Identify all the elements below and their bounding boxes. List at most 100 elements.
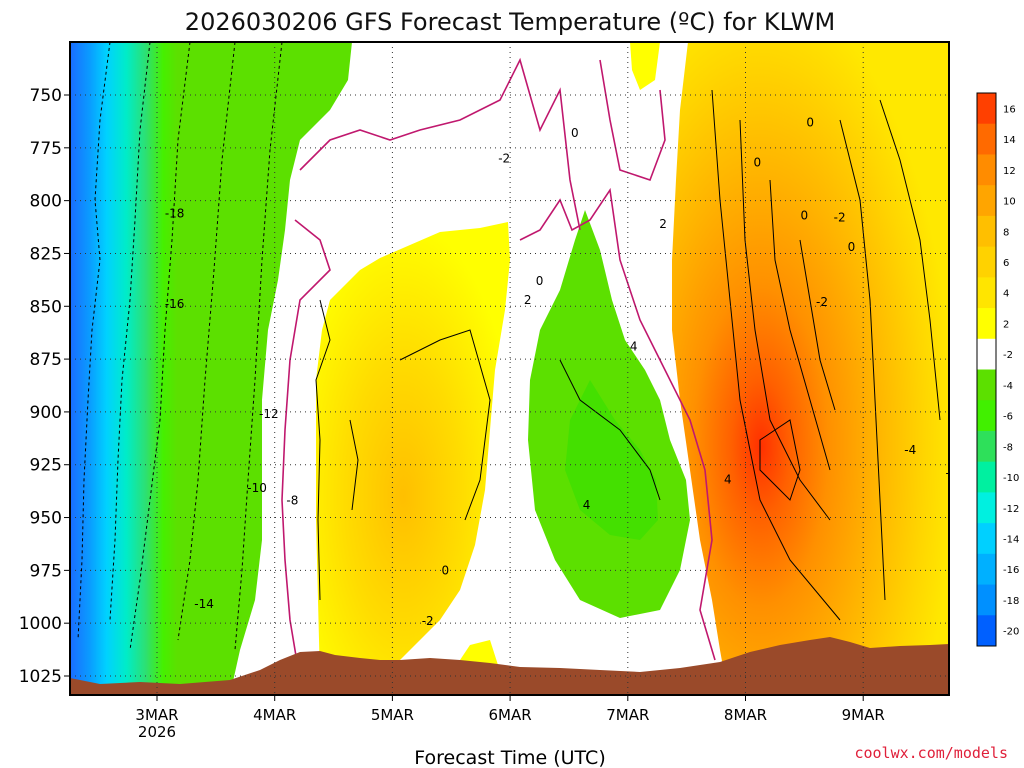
- contour-label: 6: [1018, 126, 1024, 140]
- contour-label: -2: [498, 151, 510, 165]
- above-freezing-region-1: [316, 222, 510, 680]
- plot-area: -18-16-12-10-8-14-20-20022444000-20-2-4-…: [70, 42, 1024, 695]
- contour-labels: -18-16-12-10-8-14-20-20022444000-20-2-4-…: [165, 115, 1024, 628]
- colorbar-label: 12: [1003, 166, 1016, 177]
- contour-label: 4: [630, 339, 638, 353]
- y-tick-label: 825: [30, 244, 62, 264]
- colorbar-swatch: [977, 523, 996, 555]
- colorbar-label: -8: [1003, 442, 1013, 453]
- contour-label: 0: [848, 240, 856, 254]
- x-tick-label: 5MAR: [371, 706, 414, 724]
- contour-label: -18: [165, 206, 185, 220]
- colorbar-swatch: [977, 615, 996, 647]
- y-tick-label: 900: [30, 403, 62, 423]
- colorbar-label: 4: [1003, 289, 1009, 300]
- credit-link[interactable]: coolwx.com/models: [854, 744, 1008, 762]
- colorbar-label: -6: [1003, 412, 1013, 423]
- x-tick-sublabel: 2026: [138, 723, 176, 741]
- colorbar-label: -4: [1003, 381, 1013, 392]
- colorbar-legend: 16 14 12 10 8 6 4 2 -2 -4 -6 -8 -10 -12 -14 -16 -18 -20: [976, 92, 1019, 647]
- y-tick-label: 925: [30, 456, 62, 476]
- colorbar-swatch: [977, 93, 996, 125]
- contour-label: -10: [247, 481, 267, 495]
- colorbar-label: 14: [1003, 135, 1016, 146]
- above-freezing-patch: [630, 42, 660, 90]
- colorbar-label: 8: [1003, 227, 1009, 238]
- colorbar-swatch: [977, 492, 996, 524]
- contour-label: -4: [904, 443, 916, 457]
- y-tick-label: 950: [30, 509, 62, 529]
- colorbar-swatch: [977, 369, 996, 401]
- contour-label: 4: [724, 473, 732, 487]
- colorbar-swatch: [977, 246, 996, 278]
- contour-label: 0: [954, 439, 962, 453]
- warm-region: [672, 42, 949, 695]
- colorbar-swatch: [977, 400, 996, 432]
- below-freezing-core-2: [565, 380, 658, 540]
- x-tick-label: 7MAR: [606, 706, 649, 724]
- colorbar-label: -14: [1003, 534, 1019, 545]
- x-tick-label: 8MAR: [724, 706, 767, 724]
- colorbar-label: -20: [1003, 627, 1019, 638]
- y-axis: 750 775 800 825 850 875 900 925 950 975 1000 1025: [19, 86, 70, 687]
- contour-label: -14: [194, 597, 214, 611]
- colorbar-swatch: [977, 123, 996, 155]
- x-tick-label: 3MAR: [135, 706, 178, 724]
- y-tick-label: 1000: [19, 614, 62, 634]
- y-tick-label: 975: [30, 561, 62, 581]
- contour-label: -12: [259, 407, 279, 421]
- contour-lines: [77, 42, 941, 681]
- contour-label: 0: [442, 563, 450, 577]
- colorbar-label: -10: [1003, 473, 1019, 484]
- colorbar-swatch: [977, 338, 996, 370]
- colorbar-frame: [976, 92, 997, 647]
- contour-label: 0: [536, 274, 544, 288]
- terrain: [70, 637, 949, 695]
- colorbar-label: 6: [1003, 258, 1009, 269]
- colorbar-swatch: [977, 308, 996, 340]
- contour-label: 0: [801, 208, 809, 222]
- colorbar-swatch: [977, 553, 996, 586]
- contour-label: 0: [806, 115, 814, 129]
- colorbar-swatch: [977, 215, 996, 248]
- x-tick-label: 9MAR: [842, 706, 885, 724]
- colorbar-swatch: [977, 461, 996, 493]
- colorbar-label: 16: [1003, 104, 1016, 115]
- colorbar-label: -16: [1003, 565, 1019, 576]
- contour-label: -2: [816, 295, 828, 309]
- contour-label: -2: [834, 211, 846, 225]
- colorbar-label: -2: [1003, 350, 1013, 361]
- colorbar-swatch: [977, 185, 996, 217]
- colorbar-swatch: [977, 584, 996, 616]
- contour-label: 4: [583, 498, 591, 512]
- x-tick-label: 6MAR: [489, 706, 532, 724]
- colorbar-label: 2: [1003, 319, 1009, 330]
- y-tick-label: 1025: [19, 667, 62, 687]
- contour-label: -8: [286, 494, 298, 508]
- y-tick-label: 775: [30, 139, 62, 159]
- y-tick-label: 800: [30, 192, 62, 212]
- colorbar-swatch: [977, 430, 996, 463]
- plot-frame: [69, 41, 950, 696]
- colorbar-swatch: [977, 154, 996, 186]
- contour-label: 0: [753, 156, 761, 170]
- chart-title: 2026030206 GFS Forecast Temperature (ºC)…: [185, 8, 835, 36]
- contour-label: 2: [659, 217, 667, 231]
- contour-label: 2: [524, 293, 532, 307]
- contour-label: -2: [422, 614, 434, 628]
- colorbar-label: 10: [1003, 197, 1016, 208]
- y-tick-label: 750: [30, 86, 62, 106]
- x-axis-label: Forecast Time (UTC): [414, 747, 605, 768]
- contour-label: 0: [571, 126, 579, 140]
- x-tick-label: 4MAR: [253, 706, 296, 724]
- cold-region: [70, 42, 352, 695]
- contour-label: -16: [165, 297, 185, 311]
- contour-label: 6: [1012, 350, 1020, 364]
- colorbar-label: -18: [1003, 596, 1019, 607]
- y-tick-label: 875: [30, 350, 62, 370]
- contour-label: -2: [945, 466, 957, 480]
- colorbar-swatch: [977, 277, 996, 309]
- colorbar-label: -12: [1003, 504, 1019, 515]
